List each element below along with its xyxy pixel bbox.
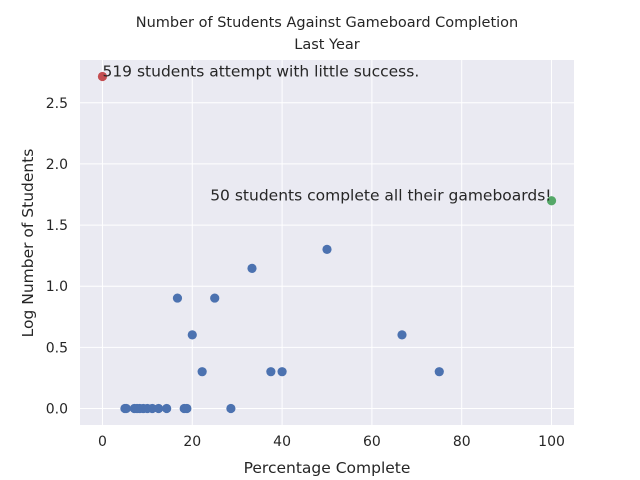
x-tick-label: 100 bbox=[538, 434, 565, 450]
data-point bbox=[277, 367, 287, 377]
annotations: 519 students attempt with little success… bbox=[102, 63, 551, 205]
x-tick-label: 80 bbox=[453, 434, 471, 450]
data-point bbox=[546, 196, 557, 206]
data-point bbox=[162, 403, 172, 414]
data-point bbox=[210, 293, 220, 303]
chart-title: Number of Students Against Gameboard Com… bbox=[136, 15, 518, 31]
y-tick-label: 1.0 bbox=[46, 279, 68, 295]
data-point bbox=[97, 71, 108, 82]
x-tick-label: 60 bbox=[363, 434, 381, 450]
y-tick-label: 0.5 bbox=[46, 340, 68, 356]
data-points bbox=[97, 71, 557, 414]
data-point bbox=[197, 367, 207, 377]
y-tick-labels: 0.0 0.5 1.0 1.5 2.0 2.5 bbox=[46, 96, 68, 418]
data-point bbox=[153, 403, 164, 414]
chart-subtitle: Last Year bbox=[294, 37, 360, 53]
annotation: 50 students complete all their gameboard… bbox=[210, 187, 551, 205]
x-tick-label: 0 bbox=[98, 434, 107, 450]
y-axis-label: Log Number of Students bbox=[19, 149, 37, 338]
y-tick-label: 2.0 bbox=[46, 157, 68, 173]
annotation: 519 students attempt with little success… bbox=[102, 63, 419, 81]
data-point bbox=[172, 293, 183, 303]
plot-area bbox=[80, 60, 574, 425]
data-point bbox=[187, 330, 197, 340]
x-tick-label: 40 bbox=[273, 434, 291, 450]
data-point bbox=[121, 403, 131, 414]
data-point bbox=[322, 244, 332, 255]
data-point bbox=[266, 367, 276, 377]
data-point bbox=[182, 403, 192, 414]
data-point bbox=[397, 330, 407, 340]
data-point bbox=[247, 263, 257, 273]
x-gridlines bbox=[101, 60, 553, 425]
x-tick-label: 20 bbox=[183, 434, 201, 450]
data-point bbox=[434, 367, 444, 377]
x-tick-labels: 0 20 40 60 80 100 bbox=[98, 434, 565, 450]
y-tick-label: 1.5 bbox=[46, 218, 68, 234]
x-axis-label: Percentage Complete bbox=[244, 459, 411, 477]
data-point bbox=[147, 403, 157, 414]
data-point bbox=[226, 403, 236, 414]
y-tick-label: 0.0 bbox=[46, 401, 68, 417]
y-tick-label: 2.5 bbox=[46, 96, 68, 112]
